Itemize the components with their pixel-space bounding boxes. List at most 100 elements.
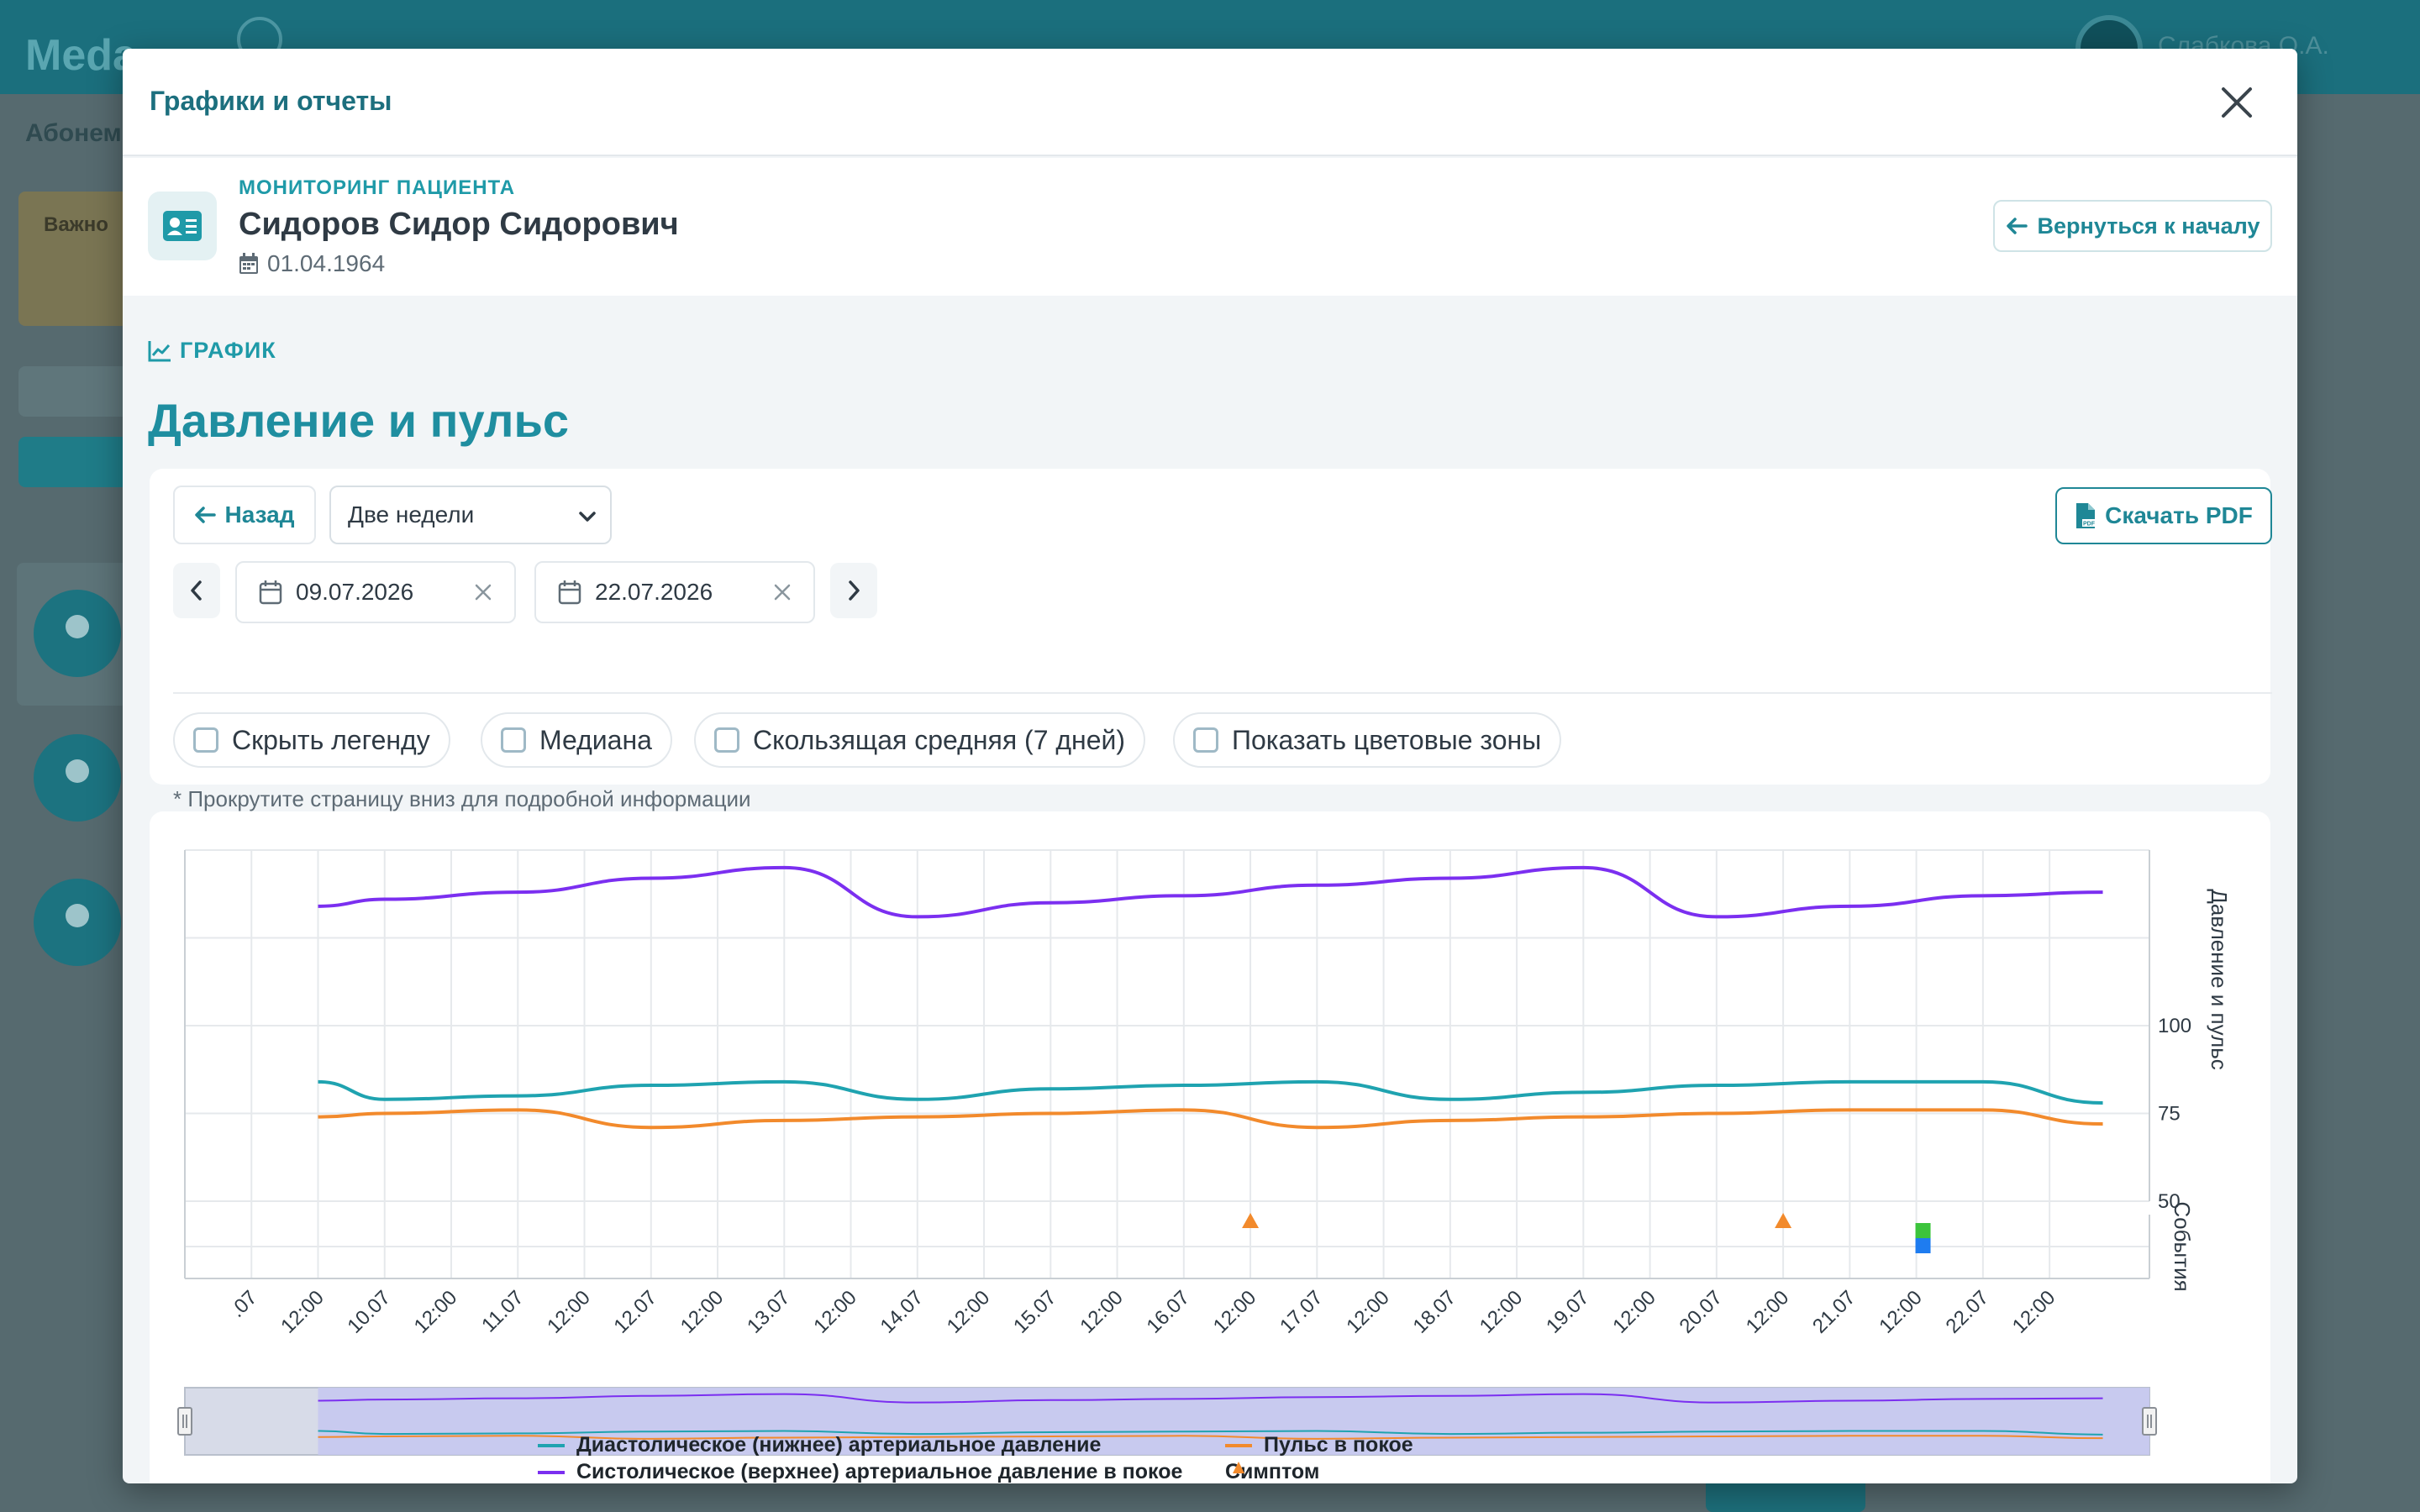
back-to-start-label: Вернуться к началу xyxy=(2037,213,2260,239)
navigator-line-1 xyxy=(318,1393,2103,1404)
event-symptom xyxy=(1775,1213,1792,1228)
legend-swatch xyxy=(538,1470,565,1474)
download-pdf-button[interactable]: PDF Скачать PDF xyxy=(2055,487,2272,544)
x-tick-label: 12:00 xyxy=(943,1286,995,1338)
navigator-handle-right[interactable] xyxy=(2142,1407,2157,1436)
x-tick-label: 11.07 xyxy=(477,1286,528,1336)
scroll-hint: * Прокрутите страницу вниз для подробной… xyxy=(173,786,751,811)
chevron-down-icon xyxy=(579,512,596,522)
modal-header: Графики и отчеты xyxy=(123,49,2297,156)
checkbox[interactable] xyxy=(501,727,526,753)
modal-title: Графики и отчеты xyxy=(150,86,392,116)
x-tick-label: 21.07 xyxy=(1808,1286,1860,1338)
event-symptom xyxy=(1242,1213,1260,1228)
prev-period-button[interactable] xyxy=(173,563,220,618)
date-from-field[interactable]: 09.07.2026 xyxy=(235,561,516,623)
checkbox[interactable] xyxy=(193,727,218,753)
patient-dob-value: 01.04.1964 xyxy=(267,250,386,276)
next-period-button[interactable] xyxy=(830,563,877,618)
x-tick-label: 22.07 xyxy=(1942,1286,1994,1338)
legend-label: Диастолическое (нижнее) артериальное дав… xyxy=(576,1433,1102,1457)
period-select[interactable]: Две недели xyxy=(329,486,612,544)
x-tick-label: 18.07 xyxy=(1409,1286,1461,1338)
series-line-2 xyxy=(318,1108,2103,1130)
navigator-handle-left[interactable] xyxy=(177,1407,192,1436)
x-tick-label: 12.07 xyxy=(609,1286,661,1338)
svg-text:PDF: PDF xyxy=(2083,522,2096,528)
clear-icon[interactable] xyxy=(472,581,494,603)
line-chart-icon xyxy=(148,340,171,361)
option-median[interactable]: Медиана xyxy=(481,712,672,768)
legend-label: Пульс в покое xyxy=(1264,1433,1413,1457)
x-tick-label: 20.07 xyxy=(1676,1286,1728,1338)
id-card-icon xyxy=(148,192,217,260)
period-select-value: Две недели xyxy=(348,501,475,528)
patient-info: МОНИТОРИНГ ПАЦИЕНТА Сидоров Сидор Сидоро… xyxy=(123,158,2297,296)
option-hide-legend[interactable]: Скрыть легенду xyxy=(173,712,450,768)
patient-name: Сидоров Сидор Сидорович xyxy=(239,207,679,242)
option-label: Показать цветовые зоны xyxy=(1232,724,1542,755)
charts-reports-modal: Графики и отчеты МОНИТОРИНГ ПАЦИЕНТА Сид… xyxy=(123,49,2297,1483)
option-label: Скрыть легенду xyxy=(232,724,430,755)
legend-swatch xyxy=(1225,1443,1252,1447)
series-line-0 xyxy=(318,1079,2103,1105)
legend-item-systolic[interactable]: Систолическое (верхнее) артериальное дав… xyxy=(538,1460,1182,1483)
event-marker xyxy=(1915,1238,1931,1253)
legend-item-pulse[interactable]: Пульс в покое xyxy=(1225,1433,1413,1457)
section-title: Давление и пульс xyxy=(148,394,570,447)
x-tick-label: 12:00 xyxy=(410,1286,462,1338)
chevron-left-icon xyxy=(191,580,202,601)
x-tick-label: 12:00 xyxy=(1076,1286,1128,1338)
y-tick-label: 75 xyxy=(2158,1103,2181,1126)
close-button[interactable] xyxy=(2213,79,2260,126)
patient-avatar-icon xyxy=(34,734,121,822)
date-to-field[interactable]: 22.07.2026 xyxy=(534,561,815,623)
back-button[interactable]: Назад xyxy=(173,486,316,544)
checkbox[interactable] xyxy=(714,727,739,753)
y-axis-title: Давление и пульс xyxy=(2207,889,2232,1069)
patient-dob: 01.04.1964 xyxy=(239,250,385,277)
divider xyxy=(173,692,2272,694)
x-tick-label: 19.07 xyxy=(1542,1286,1594,1338)
pressure-pulse-chart[interactable]: .07 12:00 10.07 12:00 11.07 12:00 12.07 12:00 13… xyxy=(150,811,2270,1483)
legend-item-diastolic[interactable]: Диастолическое (нижнее) артериальное дав… xyxy=(538,1433,1101,1457)
x-tick-label: 12:00 xyxy=(1476,1286,1528,1338)
sub-nav: Абонем xyxy=(25,119,122,147)
navigator-line-2 xyxy=(318,1435,2103,1440)
x-tick-label: 12:00 xyxy=(1608,1286,1660,1338)
x-tick-label: 12:00 xyxy=(2008,1286,2060,1338)
x-tick-label: .07 xyxy=(226,1286,262,1322)
pdf-file-icon: PDF xyxy=(2076,503,2096,528)
patient-kicker: МОНИТОРИНГ ПАЦИЕНТА xyxy=(239,176,516,199)
close-icon xyxy=(2222,87,2252,118)
app-logo: Meda xyxy=(25,31,137,80)
legend-label: Систолическое (верхнее) артериальное дав… xyxy=(576,1460,1183,1483)
clear-icon[interactable] xyxy=(771,581,793,603)
legend-swatch xyxy=(538,1443,565,1447)
calendar-icon xyxy=(558,580,581,605)
x-tick-label: 15.07 xyxy=(1009,1286,1061,1338)
download-pdf-label: Скачать PDF xyxy=(2105,502,2253,528)
warning-card: Важно xyxy=(18,192,136,326)
back-to-start-button[interactable]: Вернуться к началу xyxy=(1993,200,2272,252)
option-label: Скользящая средняя (7 дней) xyxy=(753,724,1126,755)
option-label: Медиана xyxy=(539,724,652,755)
x-tick-label: 12:00 xyxy=(1875,1286,1927,1338)
option-color-zones[interactable]: Показать цветовые зоны xyxy=(1173,712,1562,768)
x-tick-label: 12:00 xyxy=(1342,1286,1394,1338)
date-to-value: 22.07.2026 xyxy=(595,579,713,605)
x-tick-label: 12:00 xyxy=(676,1286,729,1338)
y-tick-label: 50 xyxy=(2158,1190,2181,1213)
arrow-left-icon xyxy=(2006,218,2028,234)
checkbox[interactable] xyxy=(1193,727,1218,753)
event-marker xyxy=(1915,1223,1931,1238)
arrow-left-icon xyxy=(195,507,217,523)
chart-legend: Диастолическое (нижнее) артериальное дав… xyxy=(538,1433,1714,1483)
navigator-line-0 xyxy=(318,1430,2103,1436)
series-line-1 xyxy=(318,865,2103,919)
x-tick-label: 10.07 xyxy=(343,1286,395,1338)
section-kicker-label: ГРАФИК xyxy=(180,338,276,363)
option-moving-average[interactable]: Скользящая средняя (7 дней) xyxy=(694,712,1146,768)
legend-item-symptom[interactable]: Симптом xyxy=(1225,1460,1319,1483)
x-tick-label: 13.07 xyxy=(743,1286,795,1338)
